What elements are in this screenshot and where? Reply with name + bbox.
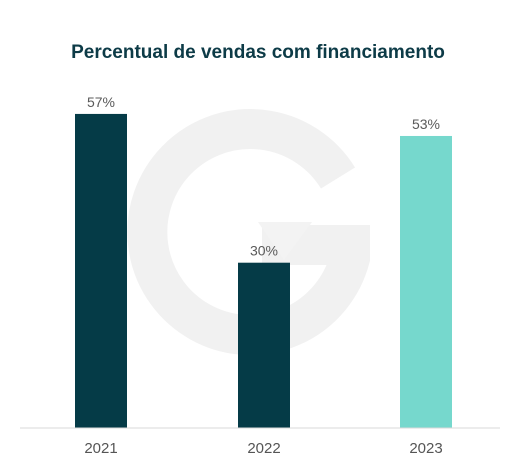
data-label-2021: 57% <box>87 94 115 110</box>
bar-2022 <box>238 262 290 428</box>
x-tick-labels-group: 2021 2022 2023 <box>84 440 442 457</box>
x-tick-label-2021: 2021 <box>84 440 117 457</box>
data-label-2022: 30% <box>250 243 278 259</box>
bars-group <box>75 113 452 429</box>
watermark-logo-icon <box>127 109 370 356</box>
bar-2021 <box>75 113 127 429</box>
data-labels-group: 57% 30% 53% <box>87 94 440 259</box>
x-tick-label-2023: 2023 <box>409 440 442 457</box>
bar-2023 <box>400 135 452 428</box>
x-tick-label-2022: 2022 <box>247 440 280 457</box>
data-label-2023: 53% <box>412 116 440 132</box>
chart-title: Percentual de vendas com financiamento <box>71 42 445 63</box>
